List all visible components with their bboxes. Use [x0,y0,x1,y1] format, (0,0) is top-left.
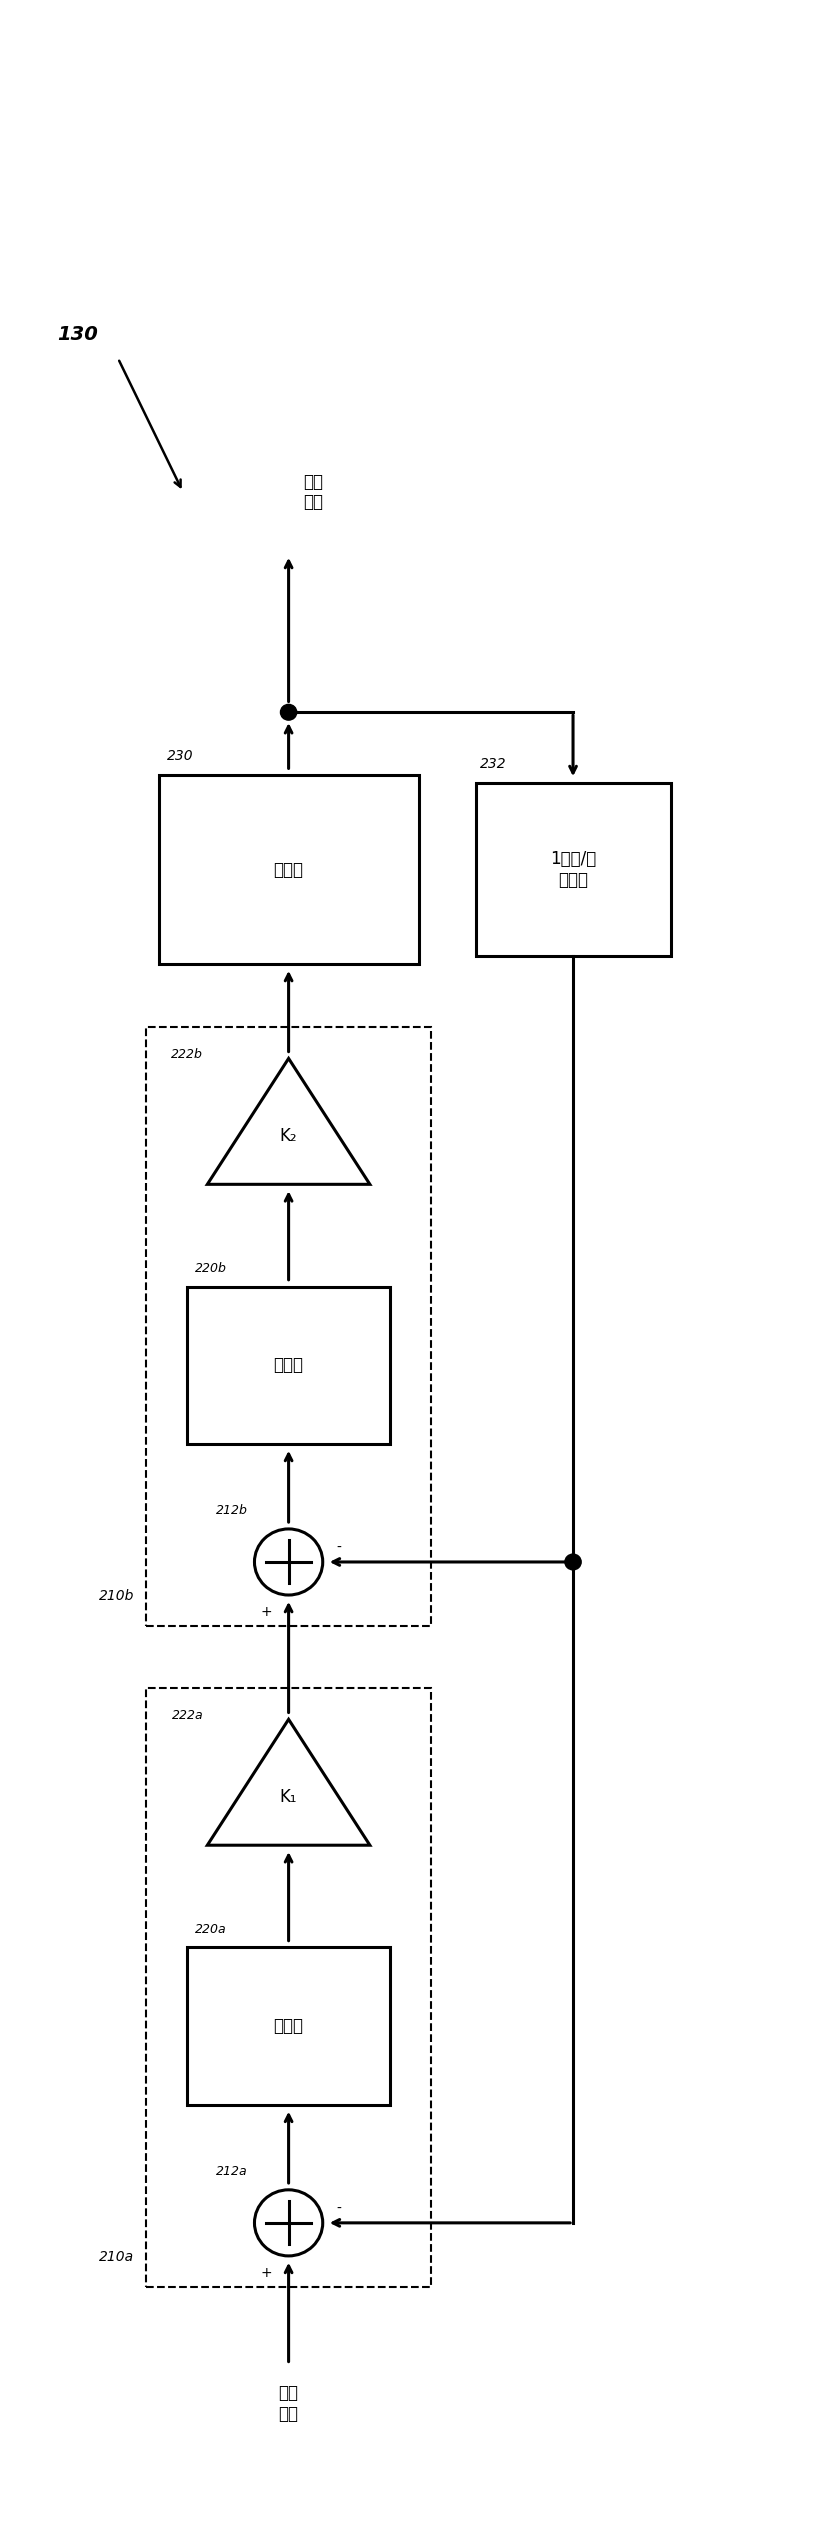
Text: 232: 232 [479,758,507,770]
Text: K₂: K₂ [280,1127,297,1144]
Text: 220b: 220b [195,1263,227,1276]
Circle shape [565,1553,581,1569]
Text: 130: 130 [57,326,98,344]
Circle shape [281,705,296,720]
Text: -: - [337,1541,342,1556]
Text: -: - [337,2203,342,2215]
Polygon shape [208,1720,370,1844]
Bar [146,1028,431,1627]
Text: 230: 230 [167,750,193,763]
Circle shape [255,1528,323,1594]
Text: +: + [260,2266,272,2281]
Text: 210b: 210b [99,1589,134,1604]
Text: 量化器: 量化器 [273,861,304,879]
Circle shape [255,2190,323,2256]
Text: 模拟
信号: 模拟 信号 [278,2385,299,2422]
Text: 1位数/模
转换器: 1位数/模 转换器 [550,851,596,889]
Bar [187,1286,390,1445]
Text: 220a: 220a [195,1922,227,1935]
Text: 积分器: 积分器 [273,1356,304,1374]
Text: 222b: 222b [172,1048,204,1061]
Text: K₁: K₁ [280,1788,297,1806]
Text: 210a: 210a [99,2251,134,2263]
Text: 212b: 212b [216,1505,248,1518]
Bar [475,783,671,957]
Text: 222a: 222a [172,1710,204,1723]
Text: 212a: 212a [216,2165,247,2177]
Text: 数字
样本: 数字 样本 [303,472,323,510]
Bar [158,775,419,965]
Text: 积分器: 积分器 [273,2018,304,2036]
Polygon shape [208,1058,370,1185]
Text: +: + [260,1607,272,1619]
Bar [187,1948,390,2104]
Bar [146,1687,431,2289]
